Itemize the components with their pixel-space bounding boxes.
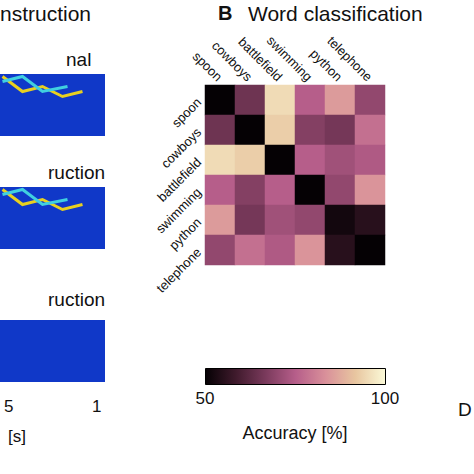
svg-text:1: 1: [92, 397, 101, 416]
svg-text:ruction: ruction: [48, 162, 105, 183]
svg-text:5: 5: [4, 397, 13, 416]
svg-text:cowboys: cowboys: [158, 124, 205, 171]
svg-text:Accuracy [%]: Accuracy [%]: [242, 423, 347, 443]
svg-text:nstruction: nstruction: [0, 2, 91, 25]
svg-text:battlefield: battlefield: [235, 34, 286, 85]
svg-text:B: B: [218, 2, 232, 24]
svg-text:telephone: telephone: [153, 245, 204, 296]
svg-text:Word classification: Word classification: [248, 2, 423, 25]
svg-text:cowboys: cowboys: [209, 38, 256, 85]
svg-text:[s]: [s]: [8, 427, 26, 446]
svg-text:100: 100: [371, 389, 399, 408]
svg-text:swimming: swimming: [152, 184, 205, 237]
svg-text:spoon: spoon: [169, 95, 205, 131]
svg-text:swimming: swimming: [264, 33, 315, 84]
svg-text:ruction: ruction: [48, 289, 105, 310]
svg-text:nal: nal: [66, 49, 91, 70]
svg-text:python: python: [307, 46, 346, 85]
svg-text:spoon: spoon: [189, 48, 226, 85]
svg-text:python: python: [166, 215, 204, 253]
svg-text:battlefield: battlefield: [154, 154, 205, 205]
svg-text:D: D: [458, 399, 472, 420]
svg-text:50: 50: [196, 389, 215, 408]
svg-text:telephone: telephone: [324, 33, 375, 84]
